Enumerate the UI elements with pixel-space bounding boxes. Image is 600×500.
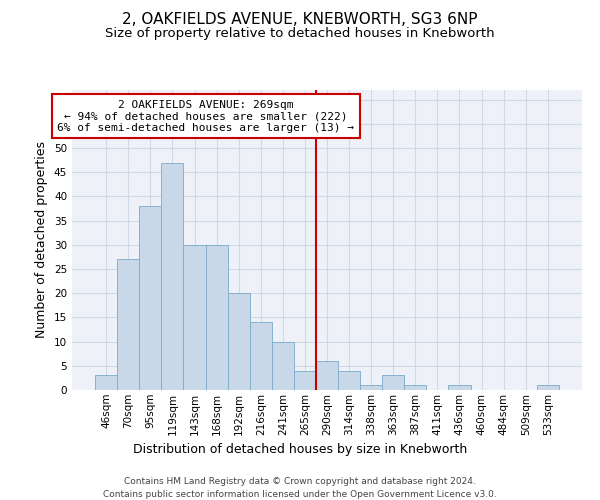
Bar: [272, 342, 294, 390]
Bar: [184, 245, 206, 390]
Bar: [448, 385, 470, 390]
Text: 2, OAKFIELDS AVENUE, KNEBWORTH, SG3 6NP: 2, OAKFIELDS AVENUE, KNEBWORTH, SG3 6NP: [122, 12, 478, 28]
Bar: [294, 370, 316, 390]
Bar: [382, 376, 404, 390]
Bar: [316, 361, 338, 390]
Bar: [206, 245, 227, 390]
Text: Size of property relative to detached houses in Knebworth: Size of property relative to detached ho…: [105, 28, 495, 40]
Bar: [95, 376, 117, 390]
Text: Distribution of detached houses by size in Knebworth: Distribution of detached houses by size …: [133, 442, 467, 456]
Bar: [338, 370, 360, 390]
Bar: [161, 162, 184, 390]
Text: Contains public sector information licensed under the Open Government Licence v3: Contains public sector information licen…: [103, 490, 497, 499]
Bar: [537, 385, 559, 390]
Bar: [117, 260, 139, 390]
Bar: [250, 322, 272, 390]
Text: Contains HM Land Registry data © Crown copyright and database right 2024.: Contains HM Land Registry data © Crown c…: [124, 478, 476, 486]
Bar: [404, 385, 427, 390]
Text: 2 OAKFIELDS AVENUE: 269sqm
← 94% of detached houses are smaller (222)
6% of semi: 2 OAKFIELDS AVENUE: 269sqm ← 94% of deta…: [57, 100, 354, 133]
Bar: [227, 293, 250, 390]
Bar: [360, 385, 382, 390]
Bar: [139, 206, 161, 390]
Y-axis label: Number of detached properties: Number of detached properties: [35, 142, 49, 338]
